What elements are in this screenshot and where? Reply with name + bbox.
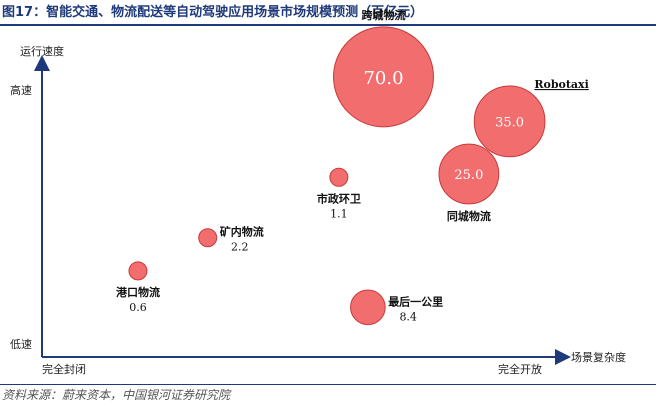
bubble-value-label: 0.6 [129,301,147,314]
bubble-3 [350,289,386,326]
chart-title: 图17：智能交通、物流配送等自动驾驶应用场景市场规模预测（百亿元） [2,5,424,20]
bubble-2 [329,167,349,187]
bubble-value-label: 8.4 [399,310,417,323]
x-tick-closed: 完全封闭 [42,362,86,376]
chart-axes: 运行速度 场景复杂度 高速 低速 完全封闭 完全开放 [10,44,626,376]
source-note: 资料来源：蔚来资本，中国银河证券研究院 [2,388,231,402]
bubble-chart: 运行速度 场景复杂度 高速 低速 完全封闭 完全开放 港口物流 0.6 矿内物流 2.… [10,8,626,376]
bubble-name-label: 跨城物流 [361,8,405,22]
x-tick-open: 完全开放 [498,362,542,376]
bubble-name-label: 市政环卫 [317,191,361,205]
bubble-4 [332,26,434,128]
bubble-value-label: 2.2 [231,241,249,254]
bubble-series: 港口物流 0.6 矿内物流 2.2 市政环卫 1.1 最后一公里 8.4 跨城物流 70.0 同城物… [116,8,589,326]
bubble-name-label: Robotaxi [534,78,588,91]
footer-divider [0,384,656,385]
title-divider [0,24,656,26]
bubble-value-label: 1.1 [330,207,348,220]
x-axis-label: 场景复杂度 [571,350,626,364]
bubble-name-label: 矿内物流 [220,225,264,239]
bubble-name-label: 同城物流 [447,209,491,223]
bubble-name-label: 最后一公里 [388,294,443,308]
bubble-name-label: 港口物流 [116,285,160,299]
bubble-1 [198,228,218,248]
bubble-5 [438,143,500,205]
bubble-value-label: 25.0 [454,168,483,183]
y-axis-label: 运行速度 [20,44,64,58]
bubble-6 [473,85,546,158]
bubble-value-label: 70.0 [363,68,403,89]
bubble-0 [128,261,148,281]
y-tick-low: 低速 [10,338,32,351]
y-tick-high: 高速 [10,83,32,97]
bubble-value-label: 35.0 [495,115,524,130]
